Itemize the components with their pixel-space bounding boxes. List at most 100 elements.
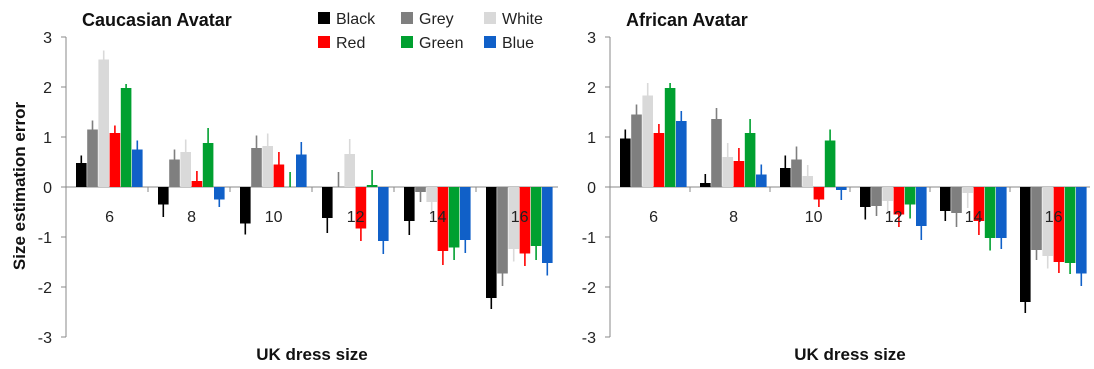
panel-title: African Avatar (626, 10, 748, 30)
legend-swatch (401, 12, 413, 24)
legend-swatch (401, 36, 413, 48)
x-tick-label: 8 (729, 209, 738, 226)
y-tick-label: -1 (38, 230, 52, 247)
bar-green-8 (744, 133, 756, 187)
bar-green-8 (202, 143, 214, 187)
y-tick-label: 1 (587, 130, 596, 147)
bar-blue-12 (378, 187, 389, 241)
bar-white-16 (508, 187, 519, 249)
y-tick-label: -1 (582, 230, 596, 247)
x-tick-label: 16 (1045, 209, 1063, 226)
x-tick-label: 8 (187, 209, 196, 226)
bar-grey-6 (631, 114, 642, 187)
x-axis-label: UK dress size (794, 345, 906, 364)
legend-label: Red (336, 35, 365, 52)
x-tick-label: 10 (805, 209, 823, 226)
x-tick-label: 10 (265, 209, 283, 226)
bar-green-16 (1064, 187, 1076, 263)
x-axis-label: UK dress size (256, 345, 368, 364)
bar-white-12 (344, 154, 355, 187)
y-tick-label: -3 (582, 330, 596, 347)
bar-blue-16 (1076, 187, 1087, 274)
bar-black-6 (620, 138, 631, 187)
bar-red-12 (893, 187, 905, 215)
bar-grey-14 (415, 187, 426, 192)
bar-red-14 (973, 187, 985, 221)
bar-white-6 (98, 59, 109, 187)
bar-black-16 (486, 187, 497, 298)
x-tick-label: 14 (965, 209, 983, 226)
legend-item-blue: Blue (484, 35, 534, 52)
bar-grey-8 (711, 119, 722, 187)
y-axis-label: Size estimation error (10, 102, 29, 271)
bar-blue-6 (132, 149, 143, 187)
bar-blue-6 (676, 121, 687, 187)
bar-white-8 (180, 152, 191, 187)
bar-white-12 (882, 187, 893, 201)
legend-label: Grey (419, 11, 454, 28)
bar-grey-16 (1031, 187, 1042, 250)
x-tick-label: 12 (885, 209, 903, 226)
legend-label: Black (336, 11, 376, 28)
bar-white-6 (642, 95, 653, 187)
bar-green-6 (120, 88, 132, 187)
legend-item-white: White (484, 11, 543, 28)
x-tick-label: 6 (649, 209, 658, 226)
bar-green-16 (530, 187, 542, 246)
bar-black-10 (240, 187, 251, 224)
x-tick-label: 12 (347, 209, 365, 226)
bar-red-10 (273, 164, 285, 187)
bar-black-8 (158, 187, 169, 205)
bar-blue-14 (460, 187, 471, 240)
bar-red-12 (355, 187, 367, 229)
legend-label: Green (419, 35, 463, 52)
bar-black-14 (404, 187, 415, 221)
y-tick-label: 0 (43, 180, 52, 197)
bar-red-8 (733, 161, 745, 187)
y-tick-label: -2 (582, 280, 596, 297)
y-tick-label: 2 (43, 80, 52, 97)
bar-red-6 (109, 133, 121, 187)
legend-item-grey: Grey (401, 11, 454, 28)
x-tick-label: 14 (429, 209, 447, 226)
bar-grey-8 (169, 159, 180, 187)
bar-blue-12 (916, 187, 927, 226)
legend-item-red: Red (318, 35, 365, 52)
y-tick-label: -2 (38, 280, 52, 297)
panel-title: Caucasian Avatar (82, 10, 232, 30)
bar-grey-10 (791, 159, 802, 187)
x-tick-label: 16 (511, 209, 529, 226)
y-tick-label: 3 (587, 30, 596, 47)
bar-grey-10 (251, 148, 262, 187)
bar-black-16 (1020, 187, 1031, 302)
bar-red-16 (519, 187, 531, 254)
y-tick-label: 2 (587, 80, 596, 97)
bar-white-10 (802, 176, 813, 187)
bar-white-14 (962, 187, 973, 193)
bar-red-10 (813, 187, 825, 200)
legend-label: Blue (502, 35, 534, 52)
legend: Black Grey White Red Green Blue (318, 11, 543, 52)
bar-black-12 (322, 187, 333, 218)
bar-red-14 (437, 187, 449, 251)
bar-black-14 (940, 187, 951, 211)
bar-black-12 (860, 187, 871, 207)
bar-black-10 (780, 168, 791, 187)
bar-green-10 (824, 140, 836, 187)
bar-blue-10 (836, 187, 847, 190)
bar-white-8 (722, 157, 733, 187)
legend-item-green: Green (401, 35, 463, 52)
bar-black-8 (700, 183, 711, 187)
bar-green-14 (984, 187, 996, 238)
bar-white-16 (1042, 187, 1053, 256)
legend-swatch (484, 12, 496, 24)
legend-item-black: Black (318, 11, 376, 28)
bar-red-6 (653, 133, 665, 187)
bar-red-16 (1053, 187, 1065, 262)
legend-swatch (318, 12, 330, 24)
bar-grey-12 (871, 187, 882, 206)
legend-swatch (484, 36, 496, 48)
